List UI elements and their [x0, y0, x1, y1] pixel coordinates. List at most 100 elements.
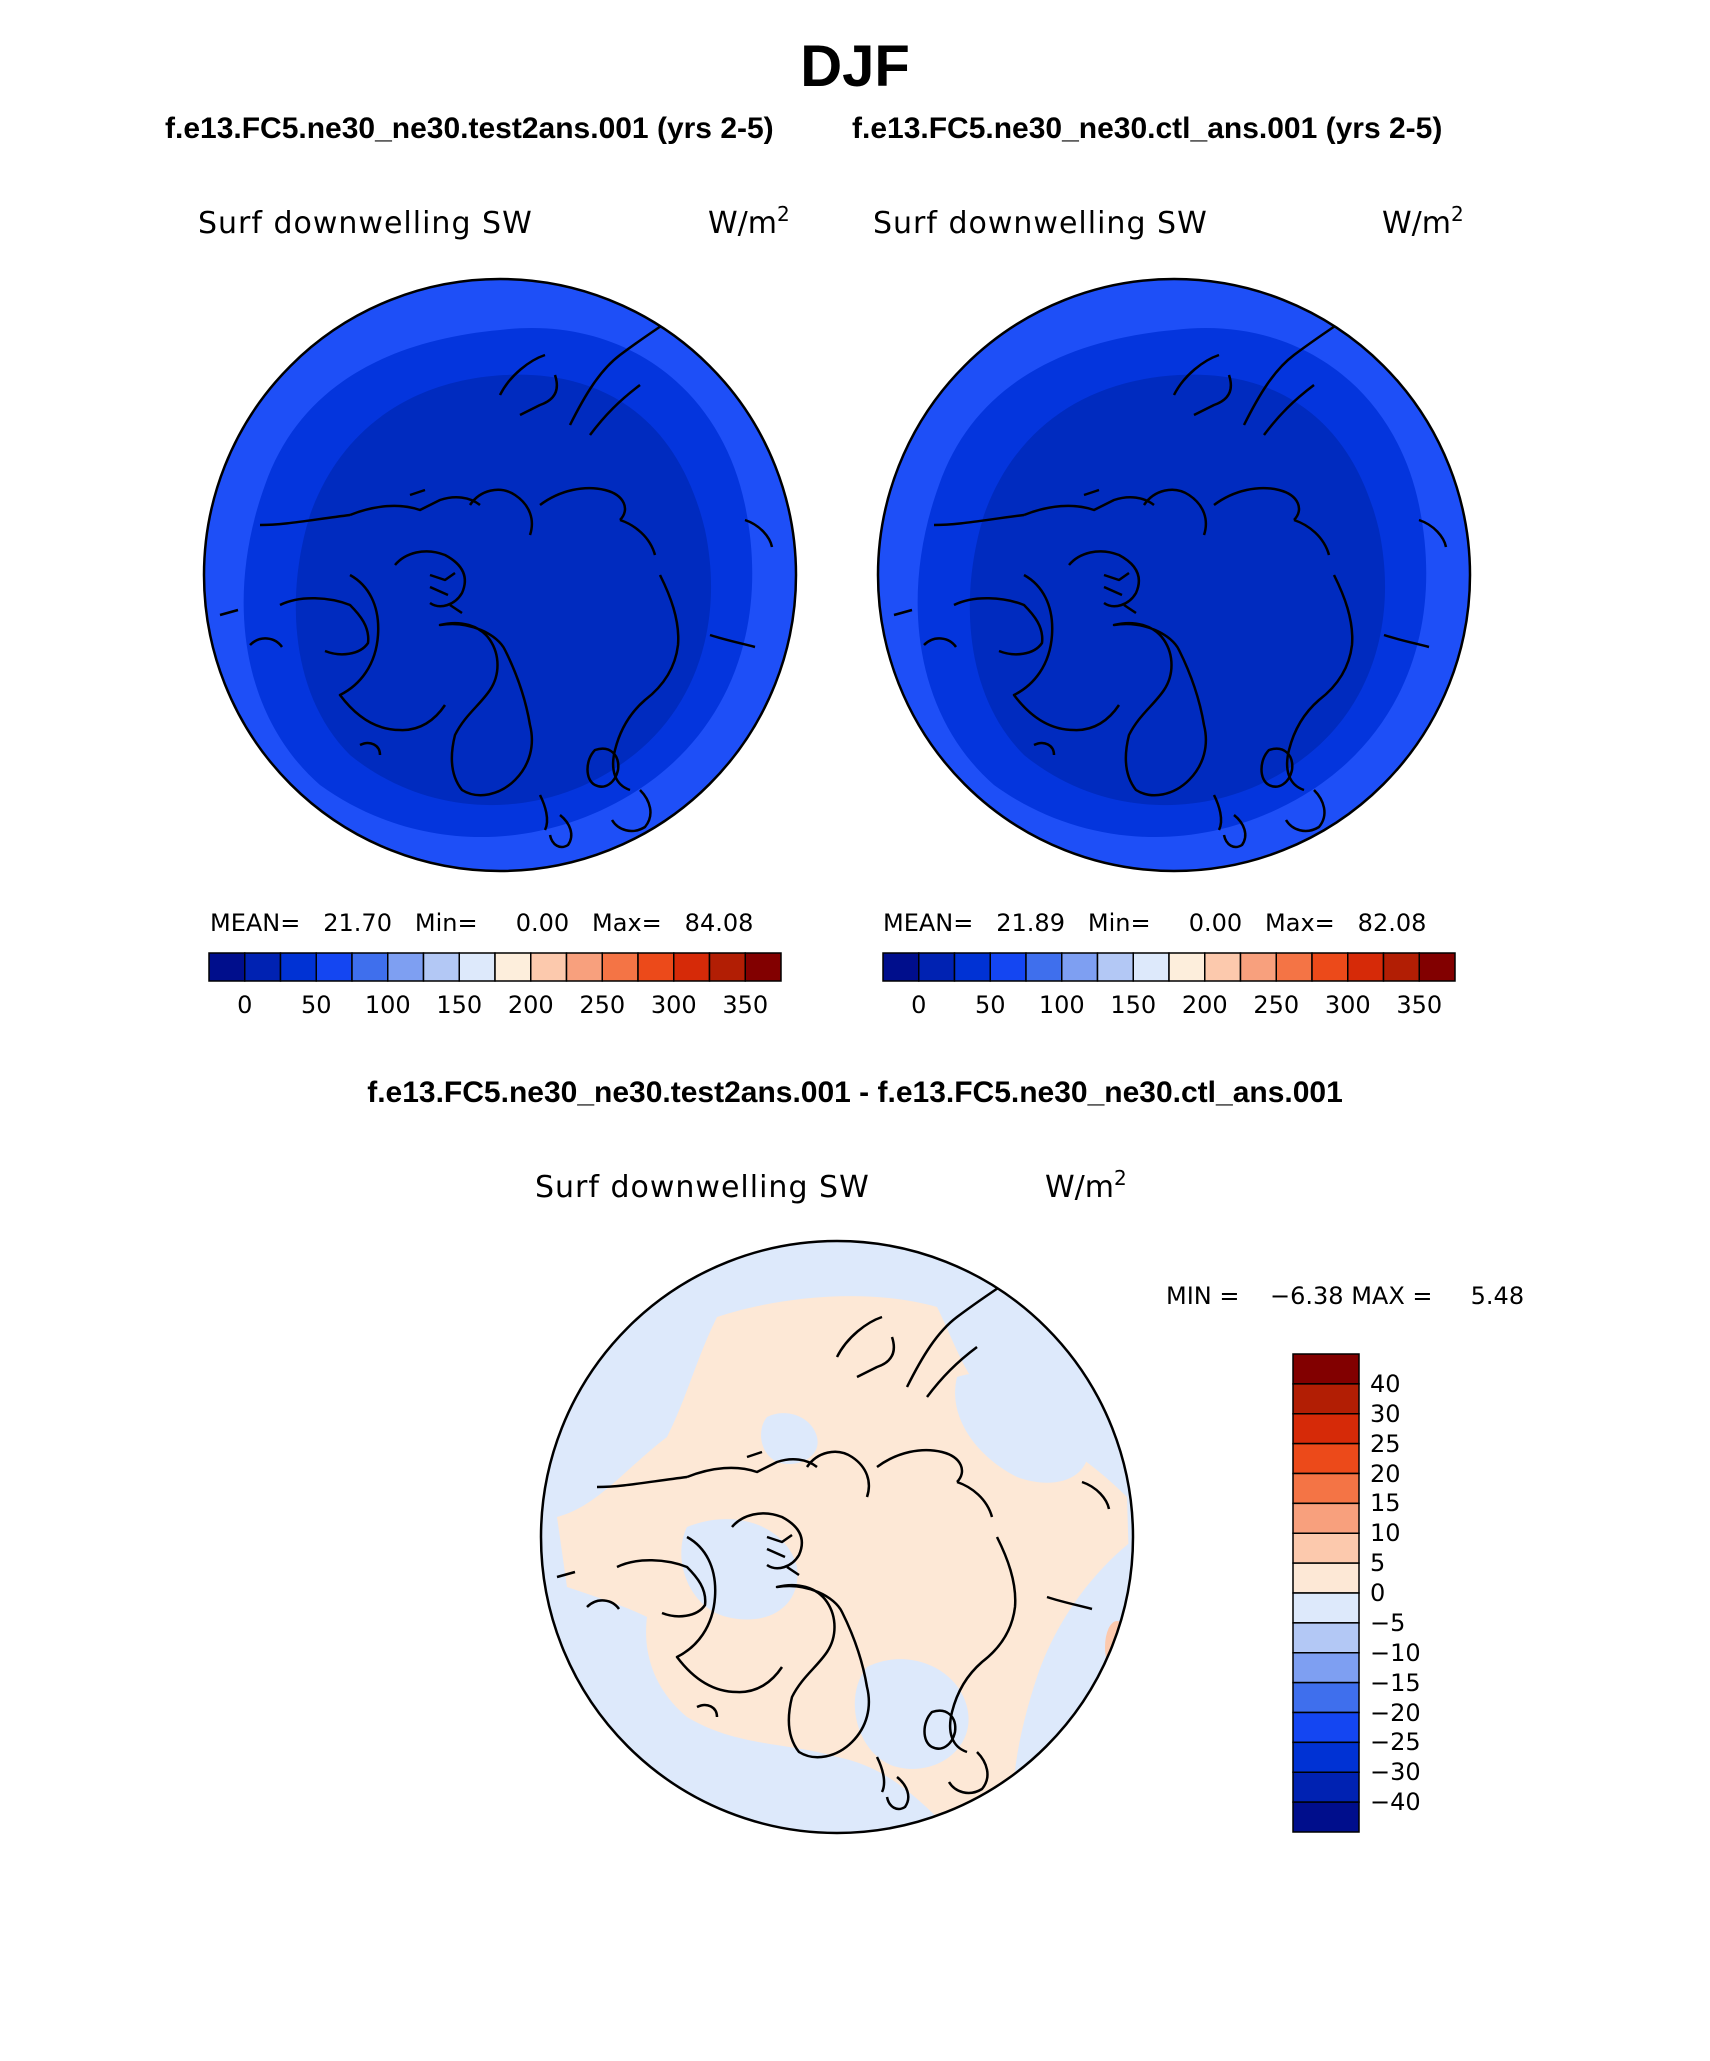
- diff-colorbar: [1292, 1353, 1360, 1833]
- diff-colorbar-tick: 30: [1370, 1399, 1401, 1428]
- diff-colorbar-tick: −25: [1370, 1728, 1421, 1757]
- test-colorbar-swatch: [708, 952, 746, 982]
- test-colorbar-tick: 0: [237, 991, 253, 1019]
- ctl-colorbar-swatch: [1168, 952, 1206, 982]
- diff-positive-hotspot: [1105, 1621, 1129, 1673]
- ctl-colorbar-tick: 100: [1038, 991, 1085, 1019]
- test-colorbar-swatch: [458, 952, 496, 982]
- ctl-inner-core: [969, 374, 1386, 806]
- test-colorbar-tick: 350: [722, 991, 769, 1019]
- diff-colorbar-swatch: [1292, 1383, 1360, 1415]
- diff-colorbar-tick: −40: [1370, 1788, 1421, 1817]
- diff-colorbar-swatch: [1292, 1592, 1360, 1624]
- ctl-colorbar-tick: 150: [1110, 991, 1157, 1019]
- diff-colorbar-tick: 15: [1370, 1489, 1401, 1518]
- ctl-colorbar-tick: 350: [1396, 991, 1443, 1019]
- test-colorbar-tick: 50: [300, 991, 332, 1019]
- test-colorbar-swatch: [208, 952, 246, 982]
- test-colorbar-swatch: [744, 952, 782, 982]
- diff-colorbar-swatch: [1292, 1771, 1360, 1803]
- ctl-colorbar-swatch: [1239, 952, 1277, 982]
- test-colorbar-swatch: [565, 952, 603, 982]
- ctl-colorbar: [882, 952, 1456, 982]
- diff-variable-label: Surf downwelling SW: [535, 1170, 870, 1205]
- test-colorbar-swatch: [601, 952, 639, 982]
- diff-colorbar-tick: −15: [1370, 1668, 1421, 1697]
- test-colorbar-swatch: [494, 952, 532, 982]
- ctl-colorbar-swatch: [953, 952, 991, 982]
- test-colorbar-swatch: [422, 952, 460, 982]
- diff-colorbar-tick: −5: [1370, 1608, 1406, 1637]
- diff-colorbar-swatch: [1292, 1741, 1360, 1773]
- ctl-coastlines: [893, 318, 1448, 849]
- test-colorbar-tick: 200: [507, 991, 554, 1019]
- ctl-colorbar-swatch: [989, 952, 1027, 982]
- diff-colorbar-tick: 10: [1370, 1519, 1401, 1548]
- test-colorbar-swatch: [279, 952, 317, 982]
- ctl-colorbar-tick: 300: [1324, 991, 1371, 1019]
- ctl-colorbar-swatch: [918, 952, 956, 982]
- diff-units-label: W/m2: [1045, 1166, 1127, 1205]
- diff-negative-lake-1: [681, 1519, 798, 1620]
- test-case-label: f.e13.FC5.ne30_ne30.test2ans.001 (yrs 2-…: [165, 112, 774, 145]
- ctl-colorbar-swatch: [1275, 952, 1313, 982]
- diff-colorbar-swatch: [1292, 1681, 1360, 1714]
- diff-colorbar-swatch: [1292, 1711, 1360, 1744]
- ctl-colorbar-swatch: [1204, 952, 1242, 982]
- diff-colorbar-tick: 20: [1370, 1459, 1401, 1488]
- test-colorbar-swatch: [244, 952, 282, 982]
- diff-colorbar-swatch: [1292, 1622, 1360, 1654]
- test-colorbar-tick: 250: [579, 991, 626, 1019]
- ctl-stats: MEAN= 21.89 Min= 0.00 Max= 82.08: [883, 909, 1427, 937]
- test-colorbar-swatch: [530, 952, 568, 982]
- diff-colorbar-swatch: [1292, 1353, 1360, 1385]
- ctl-case-label: f.e13.FC5.ne30_ne30.ctl_ans.001 (yrs 2-5…: [852, 112, 1443, 145]
- ctl-colorbar-tick: 200: [1181, 991, 1228, 1019]
- diff-negative-lake-3: [854, 1659, 969, 1769]
- diff-colorbar-tick: 25: [1370, 1429, 1401, 1458]
- diff-colorbar-swatch: [1292, 1472, 1360, 1505]
- test-polar-map: [202, 277, 798, 873]
- diff-colorbar-tick: −20: [1370, 1698, 1421, 1727]
- ctl-colorbar-swatch: [1025, 952, 1063, 982]
- diff-colorbar-swatch: [1292, 1502, 1360, 1534]
- ctl-colorbar-swatch: [1418, 952, 1456, 982]
- diff-colorbar-swatch: [1292, 1532, 1360, 1564]
- ctl-colorbar-swatch: [1382, 952, 1420, 982]
- diff-stats: MIN = −6.38 MAX = 5.48: [1166, 1282, 1525, 1310]
- ctl-variable-label: Surf downwelling SW: [873, 206, 1208, 241]
- ctl-colorbar-tick: 250: [1253, 991, 1300, 1019]
- diff-case-label: f.e13.FC5.ne30_ne30.test2ans.001 - f.e13…: [367, 1076, 1343, 1109]
- test-variable-label: Surf downwelling SW: [198, 206, 533, 241]
- test-colorbar-tick: 100: [364, 991, 411, 1019]
- test-units-label: W/m2: [708, 202, 790, 241]
- diff-colorbar-swatch: [1292, 1413, 1360, 1445]
- ctl-colorbar-tick: 50: [974, 991, 1006, 1019]
- ctl-colorbar-swatch: [882, 952, 920, 982]
- diff-colorbar-swatch: [1292, 1652, 1360, 1684]
- diff-coastlines: [556, 1280, 1111, 1811]
- test-colorbar-swatch: [637, 952, 675, 982]
- ctl-colorbar-swatch: [1347, 952, 1385, 982]
- diff-colorbar-tick: −10: [1370, 1638, 1421, 1667]
- ctl-units-label: W/m2: [1382, 202, 1464, 241]
- test-colorbar-swatch: [387, 952, 425, 982]
- ctl-colorbar-tick: 0: [911, 991, 927, 1019]
- diff-colorbar-tick: 0: [1370, 1579, 1386, 1607]
- ctl-colorbar-swatch: [1311, 952, 1349, 982]
- test-colorbar-swatch: [315, 952, 353, 982]
- diff-negative-lake-4: [761, 1413, 818, 1465]
- diff-polar-map: [539, 1239, 1135, 1835]
- diff-colorbar-tick: 5: [1370, 1549, 1386, 1578]
- diff-colorbar-swatch: [1292, 1442, 1360, 1475]
- test-colorbar-tick: 300: [650, 991, 697, 1019]
- ctl-colorbar-swatch: [1132, 952, 1170, 982]
- diff-colorbar-tick: −30: [1370, 1758, 1421, 1787]
- test-colorbar-tick: 150: [436, 991, 483, 1019]
- ctl-colorbar-swatch: [1096, 952, 1134, 982]
- diff-colorbar-swatch: [1292, 1562, 1360, 1594]
- diff-colorbar-tick: 40: [1370, 1369, 1401, 1398]
- diff-negative-lake-2: [955, 1372, 1089, 1483]
- figure-title: DJF: [800, 34, 910, 99]
- test-colorbar-swatch: [351, 952, 389, 982]
